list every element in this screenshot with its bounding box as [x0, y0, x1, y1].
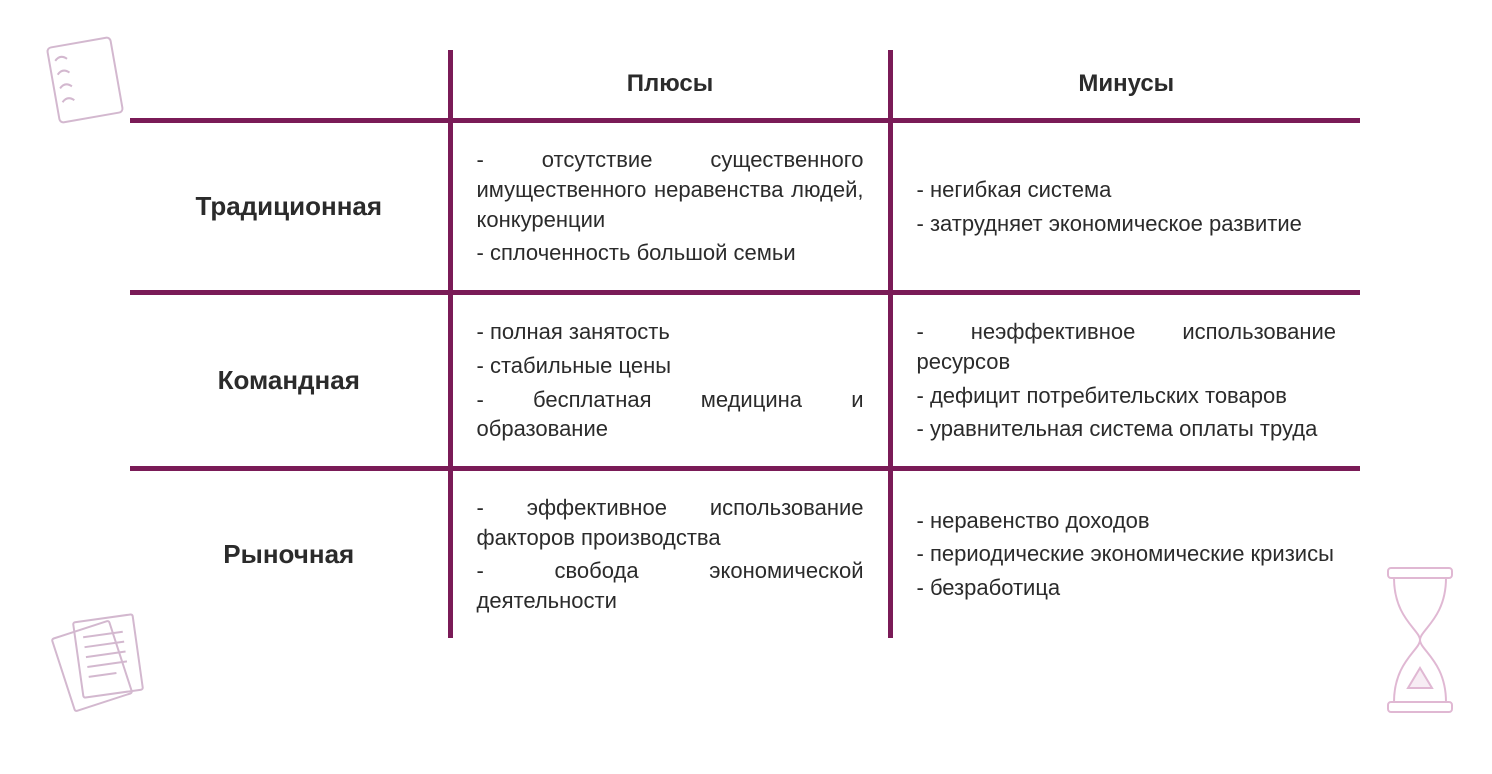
cell-plus: - эффективное использование факторов про… [450, 468, 890, 637]
table-row: Командная - полная занятость - стабильны… [130, 293, 1360, 469]
row-label: Рыночная [130, 468, 450, 637]
list-item: - безработица [917, 573, 1337, 603]
header-minus: Минусы [890, 50, 1360, 121]
list-item: - периодические экономические кризисы [917, 539, 1337, 569]
cell-plus: - полная занятость - стабильные цены - б… [450, 293, 890, 469]
comparison-table: Плюсы Минусы Традиционная - отсутствие с… [130, 50, 1360, 638]
list-item: - неэффективное использование ресурсов [917, 317, 1337, 376]
list-item: - уравнительная система оплаты труда [917, 414, 1337, 444]
cell-minus: - негибкая система - затрудняет экономич… [890, 121, 1360, 293]
header-empty [130, 50, 450, 121]
table-row: Рыночная - эффективное использование фак… [130, 468, 1360, 637]
hourglass-icon [1370, 560, 1470, 720]
cell-plus: - отсутствие существенного имущественног… [450, 121, 890, 293]
list-item: - отсутствие существенного имущественног… [477, 145, 864, 234]
row-label: Традиционная [130, 121, 450, 293]
list-item: - эффективное использование факторов про… [477, 493, 864, 552]
row-label: Командная [130, 293, 450, 469]
list-item: - бесплатная медицина и образование [477, 385, 864, 444]
list-item: - полная занятость [477, 317, 864, 347]
cell-minus: - неэффективное использование ресурсов -… [890, 293, 1360, 469]
list-item: - сплоченность большой семьи [477, 238, 864, 268]
table-header-row: Плюсы Минусы [130, 50, 1360, 121]
list-item: - неравенство доходов [917, 506, 1337, 536]
notebook-icon [35, 30, 135, 130]
table-row: Традиционная - отсутствие существенного … [130, 121, 1360, 293]
header-plus: Плюсы [450, 50, 890, 121]
list-item: - затрудняет экономическое развитие [917, 209, 1337, 239]
list-item: - стабильные цены [477, 351, 864, 381]
list-item: - свобода экономической деятельности [477, 556, 864, 615]
cell-minus: - неравенство доходов - периодические эк… [890, 468, 1360, 637]
list-item: - негибкая система [917, 175, 1337, 205]
list-item: - дефицит потребительских товаров [917, 381, 1337, 411]
